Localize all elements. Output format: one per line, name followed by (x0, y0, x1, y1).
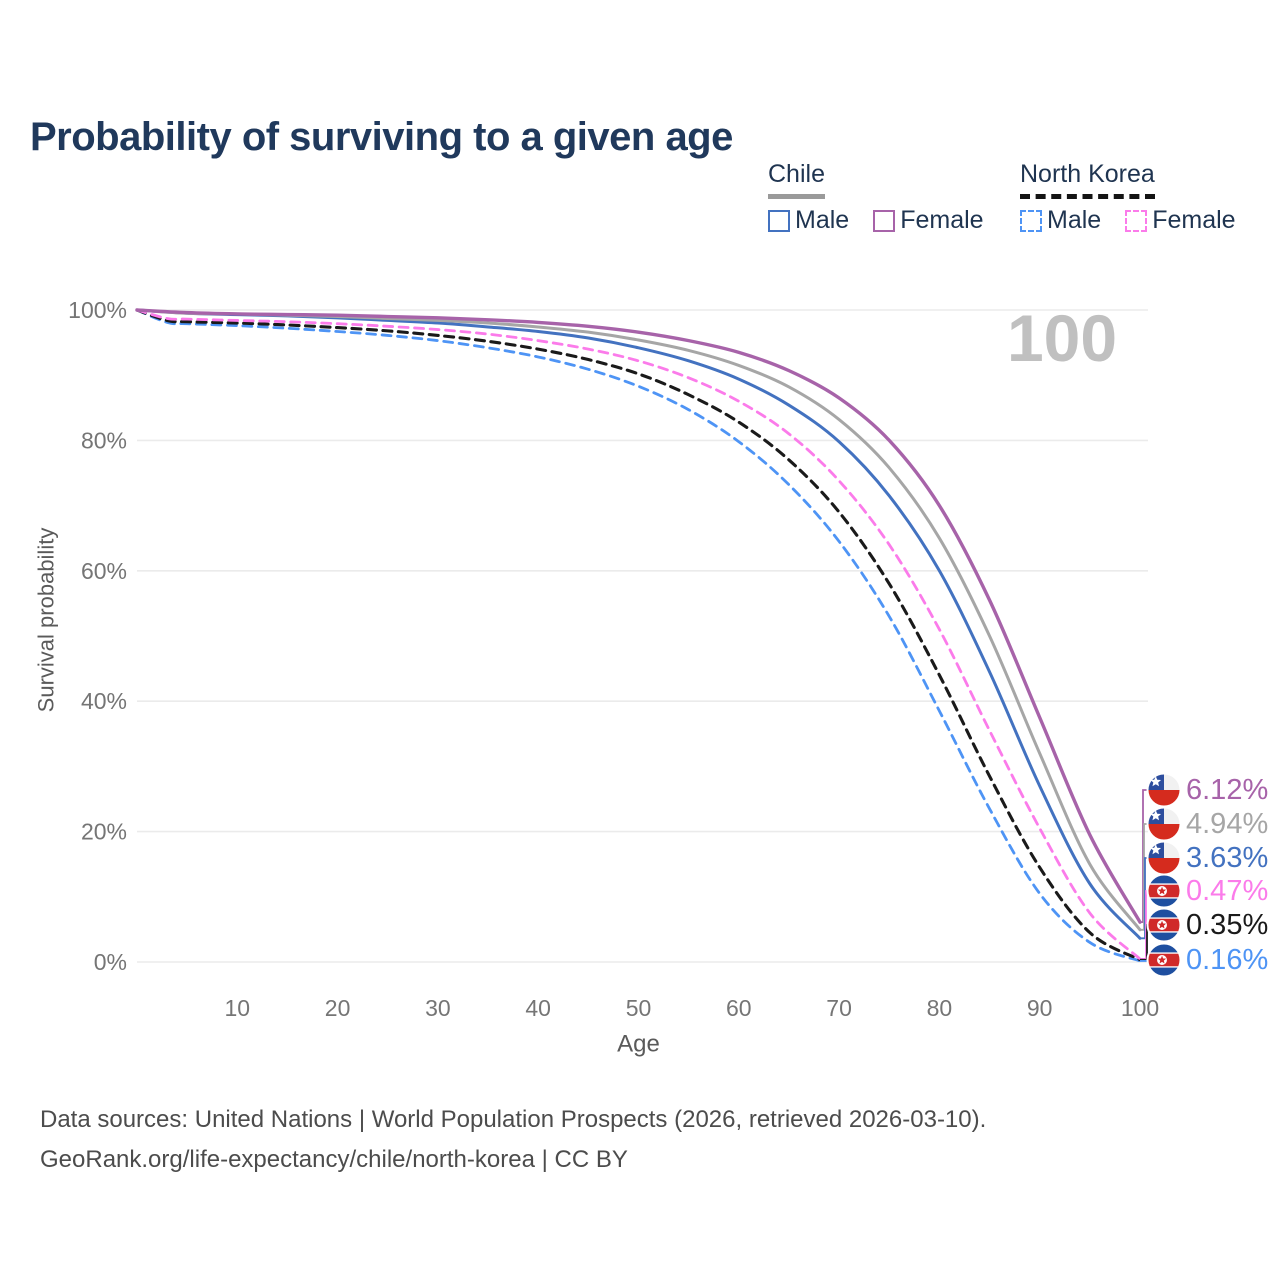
star-glyph (1150, 844, 1162, 855)
curve-nk_female (135, 308, 1142, 961)
star-glyph (1157, 886, 1167, 895)
chile-flag-icon (1146, 806, 1182, 842)
north-korea-flag-icon (1146, 873, 1182, 909)
legend-item-chile-female[interactable]: Female (873, 206, 984, 235)
legend-item-chile-male[interactable]: Male (768, 206, 849, 235)
x-tick-label: 70 (826, 995, 852, 1021)
star-glyph (1157, 955, 1167, 964)
line-swatch-chile-male-icon[interactable] (768, 209, 790, 232)
legend-group-title-north-korea: North Korea (1020, 160, 1155, 199)
chile-flag-icon (1146, 772, 1182, 808)
y-tick-label: 20% (81, 819, 127, 845)
x-tick-label: 50 (626, 995, 652, 1021)
legend-item-nk-female[interactable]: Female (1125, 206, 1236, 235)
legend-group-chile: Chile Male Female (768, 160, 984, 235)
data-source-footer: Data sources: United Nations | World Pop… (40, 1100, 986, 1181)
leader-line-chile_total (1140, 823, 1148, 931)
curve-chile_female (135, 308, 1142, 924)
north-korea-flag-icon (1146, 907, 1182, 943)
leader-line-chile_female (1140, 789, 1148, 923)
line-swatch-chile-female-icon[interactable] (873, 209, 896, 232)
hovered-age-watermark: 100 (1007, 301, 1117, 375)
x-tick-label: 30 (425, 995, 451, 1021)
x-tick-label: 100 (1121, 995, 1159, 1021)
north-korea-flag-icon (1146, 942, 1182, 978)
x-tick-label: 10 (225, 995, 251, 1021)
x-axis-title: Age (617, 1031, 660, 1058)
x-tick-label: 20 (325, 995, 351, 1021)
page-title: Probability of surviving to a given age (30, 114, 733, 159)
end-value-label-nk_total: 0.35% (1186, 909, 1268, 941)
x-tick-label: 60 (726, 995, 752, 1021)
x-tick-label: 90 (1027, 995, 1053, 1021)
end-value-label-chile_male: 3.63% (1186, 842, 1268, 874)
end-value-label-nk_male: 0.16% (1186, 944, 1268, 976)
legend-label: Female (900, 206, 984, 234)
end-value-label-nk_female: 0.47% (1186, 875, 1268, 907)
line-swatch-nk-male-icon[interactable] (1020, 209, 1042, 232)
x-tick-label: 80 (927, 995, 953, 1021)
legend-label: Male (1047, 206, 1102, 234)
curve-chile_total (135, 308, 1142, 932)
legend-label: Male (795, 206, 850, 234)
legend-group-north-korea: North Korea Male Female (1020, 160, 1236, 235)
legend-group-title-chile: Chile (768, 160, 825, 199)
curve-chile_male (135, 308, 1142, 940)
y-tick-label: 60% (81, 558, 127, 584)
y-tick-label: 40% (81, 688, 127, 714)
end-value-label-chile_total: 4.94% (1186, 808, 1268, 840)
curve-nk_total (135, 308, 1142, 962)
line-swatch-nk-female-icon[interactable] (1125, 209, 1148, 232)
y-tick-label: 0% (94, 949, 127, 975)
star-glyph (1150, 776, 1162, 787)
y-axis-title: Survival probability (34, 528, 59, 713)
x-tick-label: 40 (525, 995, 551, 1021)
end-value-label-chile_female: 6.12% (1186, 774, 1268, 806)
data-source-line: Data sources: United Nations | World Pop… (40, 1106, 987, 1133)
star-glyph (1157, 920, 1167, 929)
data-source-link: GeoRank.org/life-expectancy/chile/north-… (40, 1146, 628, 1174)
legend-item-nk-male[interactable]: Male (1020, 206, 1101, 235)
star-glyph (1150, 810, 1162, 821)
curve-nk_male (135, 308, 1142, 963)
legend-label: Female (1152, 206, 1236, 234)
y-tick-label: 100% (68, 297, 127, 323)
y-tick-label: 80% (81, 427, 127, 453)
chile-flag-icon (1146, 840, 1182, 876)
